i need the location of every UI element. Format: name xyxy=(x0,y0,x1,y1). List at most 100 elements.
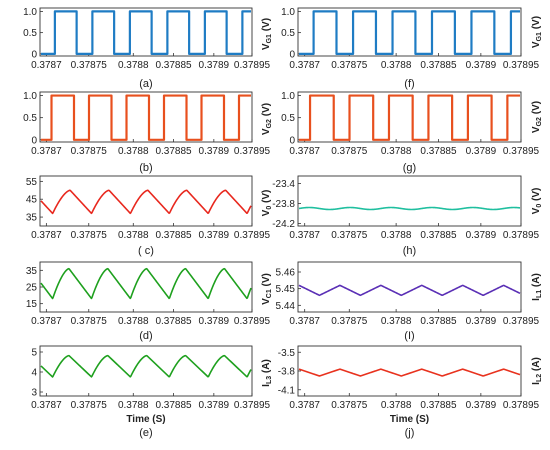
caption-a: (a) xyxy=(139,78,152,90)
xtick-label-g-2: 0.3788 xyxy=(381,146,412,157)
xtick-label-j-5: 0.37895 xyxy=(503,400,540,411)
xtick-label-j-4: 0.3789 xyxy=(466,400,497,411)
plot-frame-e xyxy=(39,345,253,397)
xtick-label-a-4: 0.3789 xyxy=(199,60,230,71)
xtick-label-e-2: 0.3788 xyxy=(118,400,149,411)
ytick-label-c-2: 55 xyxy=(26,177,38,188)
xtick-label-i-0: 0.3787 xyxy=(289,316,320,327)
ytick-label-g-1: 0.5 xyxy=(281,113,295,124)
xtick-label-h-4: 0.3789 xyxy=(466,230,497,241)
xtick-label-i-1: 0.37875 xyxy=(331,316,368,327)
series-line-b-0 xyxy=(41,94,251,141)
xtick-label-b-0: 0.3787 xyxy=(31,146,62,157)
panel-g: 0 0.5 1.0 0.3787 0.37875 0.3788 0.37885 0.3789 0… xyxy=(281,91,539,174)
xtick-label-c-2: 0.3788 xyxy=(118,230,149,241)
xtick-label-d-1: 0.37875 xyxy=(71,316,108,327)
ytick-label-e-1: 4 xyxy=(31,368,37,379)
xtick-label-e-1: 0.37875 xyxy=(71,400,108,411)
xtick-label-h-5: 0.37895 xyxy=(503,230,540,241)
xtick-label-i-3: 0.37885 xyxy=(420,316,457,327)
xtick-label-d-4: 0.3789 xyxy=(199,316,230,327)
ylabel-right-g: VG2 (V) xyxy=(531,101,543,133)
ytick-label-f-1: 0.5 xyxy=(281,28,295,39)
ytick-label-a-1: 0.5 xyxy=(23,28,37,39)
ytick-label-d-2: 35 xyxy=(26,266,38,277)
xtick-label-b-5: 0.37895 xyxy=(234,146,271,157)
plot-frame-j xyxy=(297,345,522,397)
ylabel-right-h: V0 (V) xyxy=(531,188,543,215)
series-line-c-0 xyxy=(40,189,252,215)
ytick-label-e-0: 3 xyxy=(31,388,37,399)
xtick-label-c-4: 0.3789 xyxy=(199,230,230,241)
xtick-label-d-0: 0.3787 xyxy=(31,316,62,327)
ylabel-left-h: V0 (V) xyxy=(261,190,273,217)
panel-e: 3 4 5 0.3787 0.37875 0.3788 0.37885 0.3789 0.378… xyxy=(31,345,271,439)
xtick-label-e-0: 0.3787 xyxy=(31,400,62,411)
series-line-h-0 xyxy=(298,206,521,211)
panel-d: 15 25 35 0.3787 0.37875 0.3788 0.37885 0.3789 0.… xyxy=(26,261,271,342)
series-line-i-0 xyxy=(298,284,521,297)
xtick-label-c-0: 0.3787 xyxy=(31,230,62,241)
xtick-label-i-4: 0.3789 xyxy=(466,316,497,327)
xtick-label-h-3: 0.37885 xyxy=(420,230,457,241)
ytick-label-d-0: 15 xyxy=(26,299,38,310)
series-line-j-0 xyxy=(298,368,521,377)
caption-g: (g) xyxy=(403,162,416,174)
series-line-e-0 xyxy=(40,354,252,378)
ytick-label-b-2: 1.0 xyxy=(23,91,37,102)
plot-frame-d xyxy=(39,261,253,313)
panel-i: 5.44 5.45 5.46 0.3787 0.37875 0.3788 0.37885 0.… xyxy=(276,261,540,342)
xtick-label-g-3: 0.37885 xyxy=(420,146,457,157)
xlabel-e: Time (S) xyxy=(126,414,165,425)
xtick-label-b-3: 0.37885 xyxy=(155,146,192,157)
ytick-label-i-0: 5.44 xyxy=(276,301,296,312)
xtick-label-h-2: 0.3788 xyxy=(381,230,412,241)
panel-f: 0 0.5 1.0 0.3787 0.37875 0.3788 0.37885 0.3789 0… xyxy=(281,7,539,90)
xtick-label-c-3: 0.37885 xyxy=(155,230,192,241)
caption-h: (h) xyxy=(403,245,416,257)
ylabel-right-i: IL1 (A) xyxy=(531,273,543,301)
ytick-label-i-1: 5.45 xyxy=(276,284,296,295)
xtick-label-j-0: 0.3787 xyxy=(289,400,320,411)
ytick-label-a-2: 1.0 xyxy=(23,7,37,18)
plot-frame-h xyxy=(297,175,522,227)
ytick-label-j-1: -3.8 xyxy=(278,367,296,378)
xtick-label-i-5: 0.37895 xyxy=(503,316,540,327)
panel-b: 0 0.5 1.0 0.3787 0.37875 0.3788 0.37885 0.3789 0… xyxy=(23,91,270,174)
ytick-label-c-1: 45 xyxy=(26,195,38,206)
ylabel-left-j: IL3 (A) xyxy=(261,359,273,387)
caption-b: (b) xyxy=(139,162,152,174)
xtick-label-g-4: 0.3789 xyxy=(466,146,497,157)
plot-frame-i xyxy=(297,261,522,313)
ytick-label-i-2: 5.46 xyxy=(276,268,296,279)
ylabel-right-f: VG1 (V) xyxy=(531,16,543,48)
xtick-label-a-0: 0.3787 xyxy=(31,60,62,71)
xtick-label-f-0: 0.3787 xyxy=(289,60,320,71)
ytick-label-d-1: 25 xyxy=(26,283,38,294)
plot-frame-g xyxy=(297,91,522,143)
ytick-label-g-0: 0 xyxy=(289,135,295,146)
series-line-a-0 xyxy=(41,10,251,55)
ytick-label-b-1: 0.5 xyxy=(23,113,37,124)
xtick-label-j-2: 0.3788 xyxy=(381,400,412,411)
xtick-label-g-0: 0.3787 xyxy=(289,146,320,157)
xtick-label-d-3: 0.37885 xyxy=(155,316,192,327)
xtick-label-c-5: 0.37895 xyxy=(234,230,271,241)
xtick-label-e-4: 0.3789 xyxy=(199,400,230,411)
xtick-label-g-1: 0.37875 xyxy=(331,146,368,157)
panel-h: -24.2 -23.8 -23.4 0.3787 0.37875 0.3788 0.3788… xyxy=(272,175,540,257)
ytick-label-h-1: -23.8 xyxy=(272,199,295,210)
xtick-label-f-1: 0.37875 xyxy=(331,60,368,71)
xtick-label-f-5: 0.37895 xyxy=(503,60,540,71)
ytick-label-a-0: 0 xyxy=(31,49,37,60)
xtick-label-j-1: 0.37875 xyxy=(331,400,368,411)
xtick-label-h-1: 0.37875 xyxy=(331,230,368,241)
caption-d: (d) xyxy=(139,330,152,342)
xtick-label-e-5: 0.37895 xyxy=(234,400,271,411)
xtick-label-g-5: 0.37895 xyxy=(503,146,540,157)
panel-c: 35 45 55 0.3787 0.37875 0.3788 0.37885 0.3789 0.… xyxy=(26,175,271,257)
xlabel-j: Time (S) xyxy=(390,414,429,425)
ylabel-left-i: VC1 (V) xyxy=(261,273,273,305)
xtick-label-b-4: 0.3789 xyxy=(199,146,230,157)
